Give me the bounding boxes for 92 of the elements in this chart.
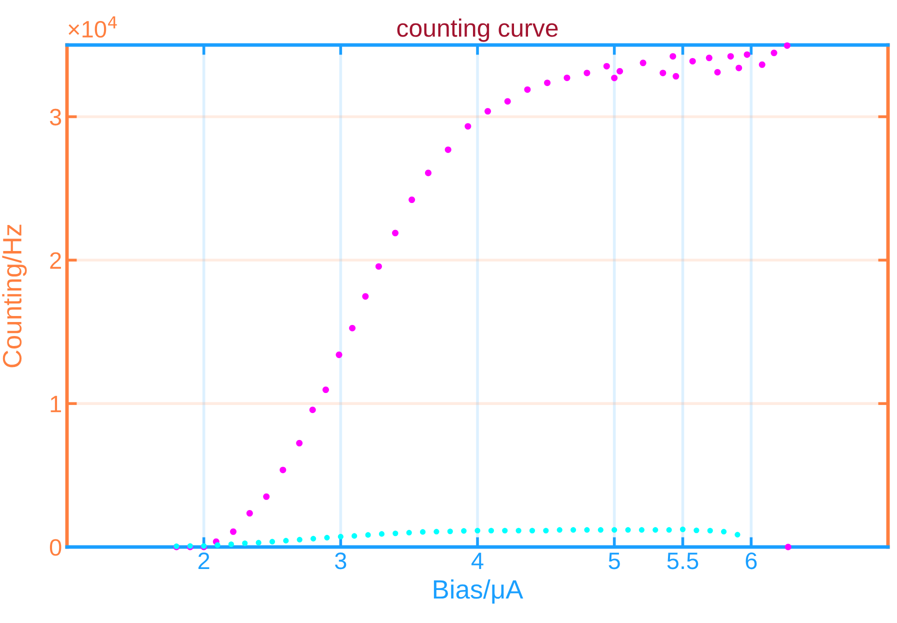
point xyxy=(246,510,253,517)
point xyxy=(362,293,369,300)
point xyxy=(444,146,452,153)
x-tick-label: 5.5 xyxy=(667,552,698,570)
point xyxy=(464,123,472,130)
point xyxy=(672,73,680,80)
point xyxy=(263,493,270,500)
y-tick-label: 1 xyxy=(50,396,61,412)
point xyxy=(524,86,531,93)
point xyxy=(694,528,700,534)
point xyxy=(734,532,740,538)
point xyxy=(770,50,778,56)
point xyxy=(392,530,398,536)
point xyxy=(784,42,790,49)
point xyxy=(296,536,302,542)
point xyxy=(640,60,646,66)
point xyxy=(228,541,234,548)
point xyxy=(230,528,237,535)
point xyxy=(322,386,330,394)
point xyxy=(736,64,742,72)
point xyxy=(666,527,672,533)
point xyxy=(603,62,610,70)
point xyxy=(556,527,562,533)
point xyxy=(447,528,453,534)
point xyxy=(625,527,631,533)
point xyxy=(296,440,303,446)
point xyxy=(269,538,276,544)
point xyxy=(598,527,604,533)
point xyxy=(461,528,467,534)
point xyxy=(280,466,286,474)
point xyxy=(502,528,508,534)
point xyxy=(570,527,576,533)
point xyxy=(616,68,624,75)
point xyxy=(721,528,727,534)
point xyxy=(474,528,480,534)
point xyxy=(504,98,511,105)
chart-title: counting curve xyxy=(397,18,558,42)
point xyxy=(564,74,570,82)
x-axis-title: Bias/μA xyxy=(434,579,524,604)
point xyxy=(516,528,522,534)
point xyxy=(744,51,750,58)
point xyxy=(529,528,536,534)
point xyxy=(638,527,644,533)
y-tick-label: 2 xyxy=(50,252,61,269)
point xyxy=(584,70,590,76)
point xyxy=(310,536,316,542)
point xyxy=(352,533,358,539)
point xyxy=(349,324,356,332)
point xyxy=(375,263,382,270)
point xyxy=(309,406,316,414)
point xyxy=(283,538,289,544)
point xyxy=(336,352,342,358)
point xyxy=(392,230,399,236)
point xyxy=(689,58,696,64)
point xyxy=(652,527,658,533)
y-tick-label: 3 xyxy=(50,108,62,126)
point xyxy=(338,534,344,540)
point xyxy=(707,528,713,534)
point xyxy=(543,528,549,534)
point xyxy=(584,527,590,533)
point xyxy=(758,61,766,68)
point xyxy=(611,74,618,82)
point xyxy=(706,54,712,62)
point xyxy=(484,108,492,115)
point xyxy=(214,542,220,548)
y-axis-title: Counting/Hz xyxy=(2,224,27,368)
point xyxy=(424,170,432,176)
point xyxy=(420,529,426,535)
y-tick-label: 0 xyxy=(50,539,62,556)
point xyxy=(544,80,551,86)
point xyxy=(408,196,416,204)
x-tick-label: 3 xyxy=(335,552,346,570)
point xyxy=(242,540,248,546)
point xyxy=(256,540,262,546)
x-tick-label: 4 xyxy=(471,552,484,569)
point xyxy=(612,527,618,533)
point xyxy=(378,531,384,537)
point xyxy=(784,544,792,550)
x-tick-label: 5 xyxy=(608,552,620,570)
point xyxy=(680,526,686,532)
point xyxy=(660,70,666,76)
point xyxy=(727,53,734,60)
point xyxy=(434,528,440,534)
point xyxy=(670,53,676,60)
text: ×10$^{4}$ xyxy=(68,16,117,38)
point xyxy=(365,532,371,538)
point xyxy=(406,530,412,536)
x-tick-label: 2 xyxy=(198,552,210,569)
point xyxy=(714,68,721,76)
x-tick-label: 6 xyxy=(746,552,757,570)
point xyxy=(488,528,494,534)
point xyxy=(324,534,330,540)
